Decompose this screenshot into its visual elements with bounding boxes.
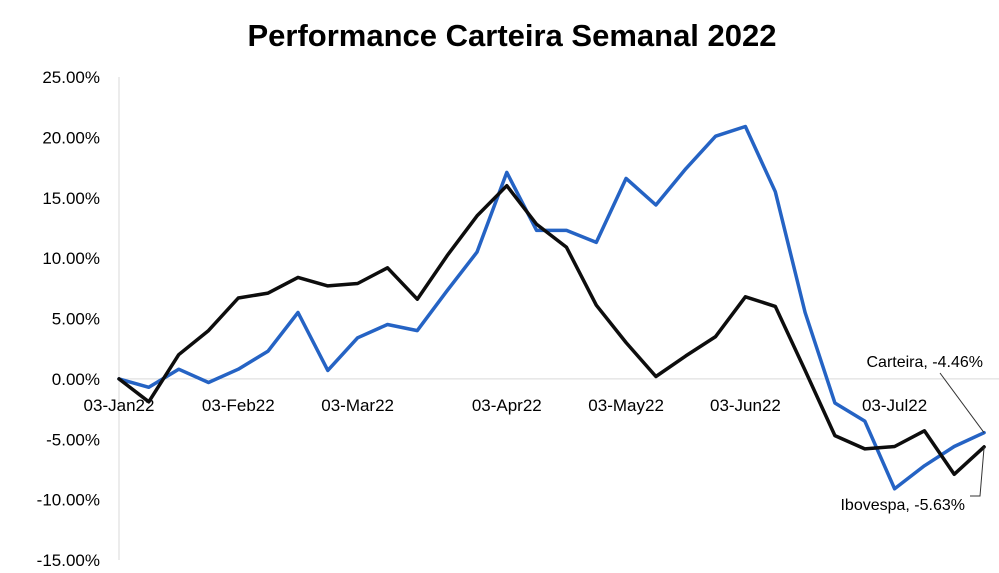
x-tick-label: 03-May22 [588,396,664,415]
y-tick-label: 5.00% [52,310,100,329]
series-lines [117,124,986,491]
x-tick-label: 03-Jan22 [84,396,155,415]
y-tick-label: -15.00% [37,551,100,570]
data-label-ibovespa: Ibovespa, -5.63% [840,497,965,514]
series-line-ibovespa [117,183,986,477]
data-label-carteira: Carteira, -4.46% [867,354,984,371]
y-tick-label: 15.00% [42,189,100,208]
y-tick-label: 25.00% [42,68,100,87]
x-tick-label: 03-Jul22 [862,396,927,415]
x-axis-tick-labels: 03-Jan22 03-Feb22 03-Mar22 03-Apr22 03-May22… [84,396,928,415]
x-tick-label: 03-Feb22 [202,396,275,415]
y-tick-label: 10.00% [42,249,100,268]
x-tick-label: 03-Apr22 [472,396,542,415]
x-tick-label: 03-Mar22 [321,396,394,415]
x-tick-label: 03-Jun22 [710,396,781,415]
series-line-carteira [117,124,986,491]
axes [118,77,999,560]
y-tick-label: -5.00% [46,430,100,449]
leader-line-carteira [939,372,985,434]
y-axis-tick-labels: 25.00% 20.00% 15.00% 10.00% 5.00% 0.00% -5.00%… [37,68,100,570]
data-labels: Carteira, -4.46% Ibovespa, -5.63% [840,354,985,514]
y-tick-label: 20.00% [42,128,100,147]
y-tick-label: -10.00% [37,491,100,510]
chart-title: Performance Carteira Semanal 2022 [247,18,776,53]
leader-line-ibovespa [970,446,985,497]
y-tick-label: 0.00% [52,370,100,389]
